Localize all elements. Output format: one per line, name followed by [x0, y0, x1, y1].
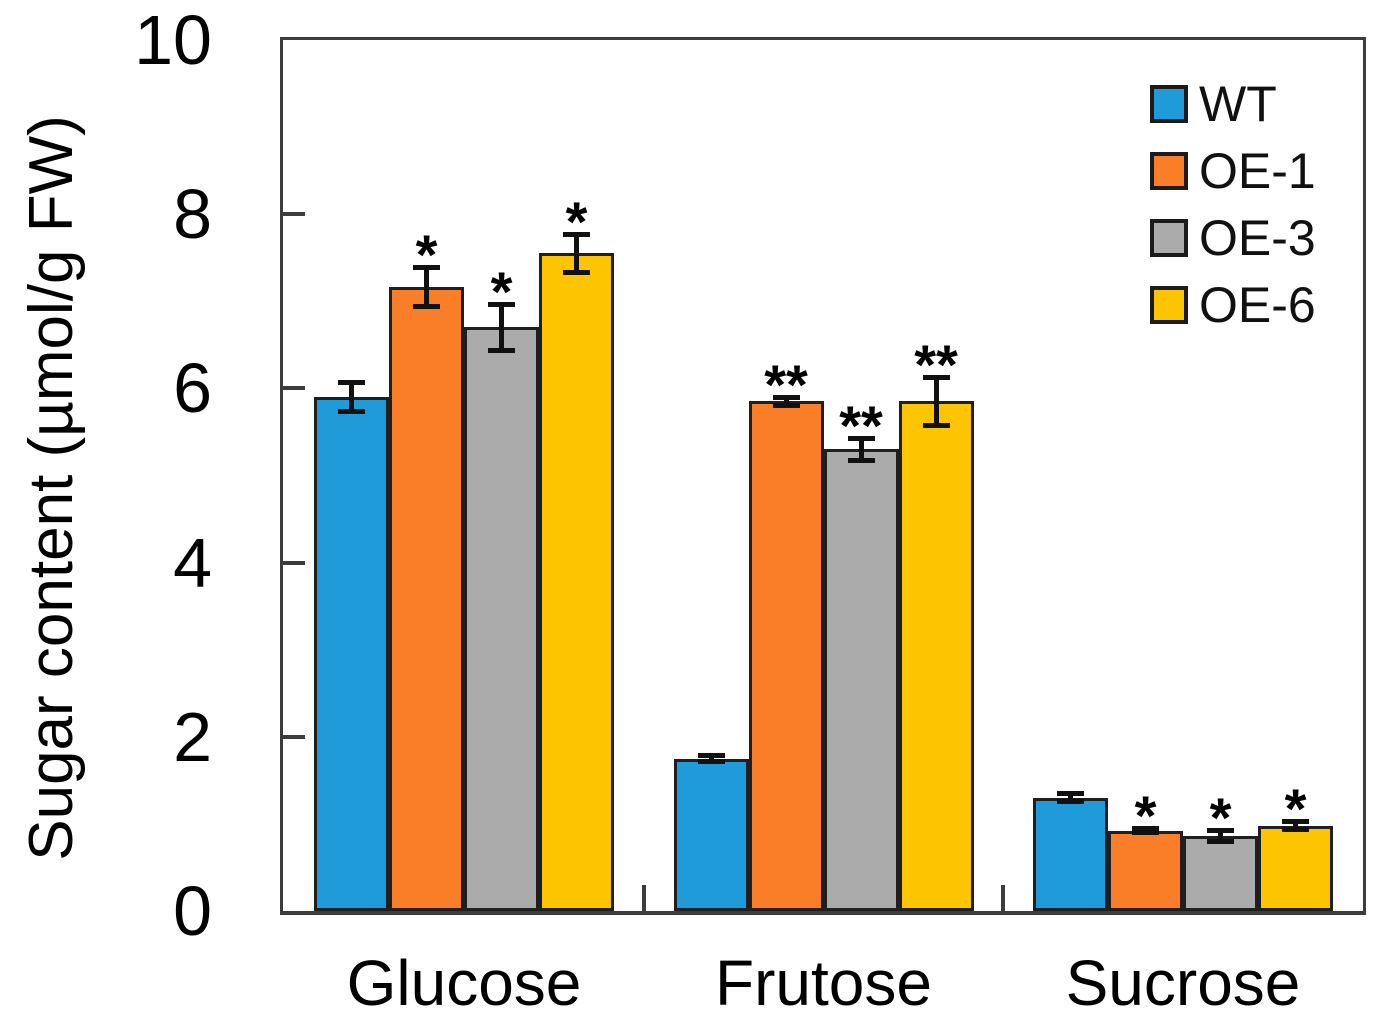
y-tick-label: 10	[134, 1, 212, 79]
bar-OE-1-Sucrose	[1108, 830, 1183, 911]
bar-WT-Frutose	[673, 758, 749, 911]
bar-WT-Glucose	[314, 397, 389, 911]
y-tick	[283, 734, 305, 739]
error-bar	[499, 303, 504, 351]
legend-label: WT	[1199, 75, 1277, 132]
error-bar-cap-bottom	[1282, 826, 1309, 832]
bar-OE-6-Glucose	[539, 253, 614, 911]
bar-OE-6-Sucrose	[1258, 825, 1333, 911]
error-bar-cap-top	[847, 436, 875, 442]
x-minor-tick	[1001, 885, 1006, 911]
error-bar-cap-bottom	[697, 759, 725, 765]
error-bar	[1293, 821, 1298, 830]
error-bar	[574, 234, 579, 273]
error-bar	[708, 755, 714, 763]
x-category-label: Frutose	[715, 947, 932, 1019]
y-tick	[283, 386, 305, 391]
error-bar-cap-bottom	[1207, 839, 1234, 845]
significance-label: *	[415, 223, 438, 287]
bar-WT-Sucrose	[1033, 797, 1108, 911]
error-bar-cap-top	[338, 380, 365, 386]
error-bar-cap-top	[1282, 819, 1309, 825]
significance-label: **	[914, 333, 958, 397]
error-bar	[1068, 793, 1073, 803]
legend-swatch	[1150, 218, 1188, 257]
error-bar	[783, 397, 789, 406]
legend: WT OE-1 OE-3 OE-6	[1150, 70, 1316, 338]
error-bar-cap-top	[697, 753, 725, 759]
error-bar-cap-bottom	[772, 402, 800, 408]
bar-OE-3-Frutose	[823, 449, 899, 911]
error-bar-cap-top	[922, 375, 950, 381]
error-bar-cap-bottom	[847, 457, 875, 463]
error-bar	[424, 267, 429, 308]
significance-label: *	[1209, 785, 1232, 849]
bar-OE-6-Frutose	[898, 401, 974, 911]
bar-OE-3-Sucrose	[1183, 836, 1258, 911]
y-tick-label: 0	[173, 872, 212, 950]
error-bar-cap-bottom	[563, 269, 590, 275]
error-bar	[1218, 829, 1223, 843]
error-bar-cap-top	[1132, 826, 1159, 832]
legend-item: OE-1	[1150, 137, 1316, 204]
x-category-label: Glucose	[346, 947, 582, 1019]
bar-OE-1-Glucose	[389, 287, 464, 911]
y-tick-label: 6	[173, 349, 212, 428]
legend-item: OE-3	[1150, 204, 1316, 271]
error-bar-cap-bottom	[338, 408, 365, 414]
significance-label: *	[1134, 784, 1157, 848]
legend-swatch	[1150, 285, 1188, 324]
error-bar	[858, 438, 864, 461]
legend-item: OE-6	[1150, 271, 1316, 338]
x-category-label: Sucrose	[1065, 947, 1301, 1019]
error-bar-cap-top	[1207, 827, 1234, 833]
bar-OE-1-Frutose	[748, 401, 824, 911]
error-bar-cap-top	[488, 301, 515, 307]
error-bar-cap-top	[1057, 791, 1084, 797]
error-bar-cap-bottom	[922, 422, 950, 428]
y-tick	[283, 560, 305, 565]
legend-label: OE-6	[1199, 276, 1316, 333]
error-bar	[349, 382, 354, 412]
error-bar-cap-bottom	[1057, 799, 1084, 805]
y-tick-label: 2	[173, 697, 212, 776]
error-bar-cap-bottom	[413, 304, 440, 310]
error-bar	[933, 377, 939, 426]
legend-item: WT	[1150, 70, 1316, 137]
y-tick-label: 8	[173, 175, 212, 254]
error-bar-cap-bottom	[488, 347, 515, 353]
x-minor-tick	[641, 885, 646, 911]
error-bar-cap-top	[413, 265, 440, 271]
significance-label: *	[490, 259, 513, 323]
significance-label: **	[764, 353, 808, 417]
error-bar-cap-top	[772, 395, 800, 401]
legend-swatch	[1150, 84, 1188, 123]
legend-label: OE-3	[1199, 209, 1316, 266]
significance-label: *	[1284, 777, 1307, 841]
significance-label: *	[565, 190, 588, 254]
legend-label: OE-1	[1199, 142, 1316, 199]
legend-swatch	[1150, 151, 1188, 190]
error-bar-cap-bottom	[1132, 830, 1159, 836]
y-tick-label: 4	[173, 523, 212, 602]
error-bar-cap-top	[563, 232, 590, 238]
y-tick	[283, 212, 305, 217]
significance-label: **	[839, 394, 883, 458]
bar-OE-3-Glucose	[464, 327, 539, 911]
